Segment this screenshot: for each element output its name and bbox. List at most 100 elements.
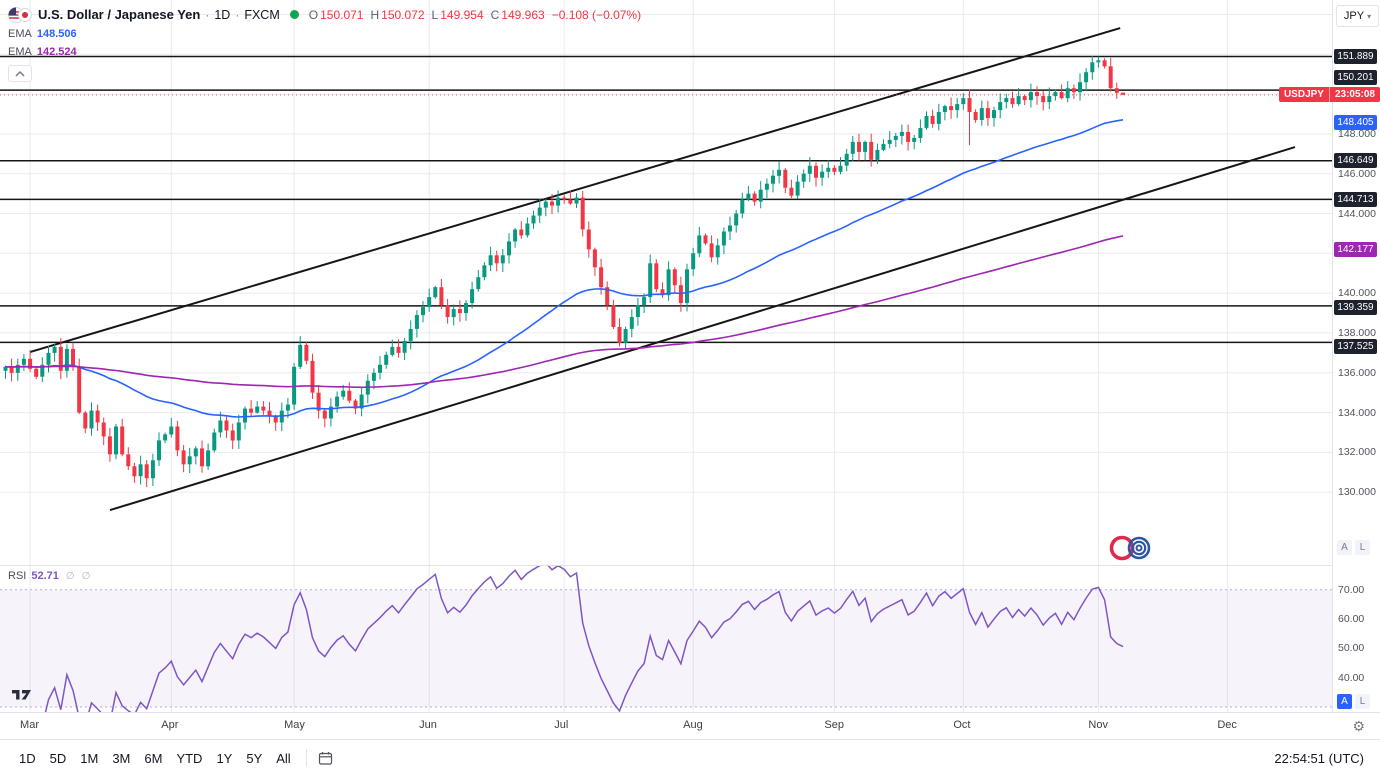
ema-legend-row[interactable]: EMA 148.506 [8, 25, 641, 42]
rsi-empty-plot-icon: ∅ [81, 570, 91, 582]
range-button-1d[interactable]: 1D [12, 748, 43, 769]
log-scale-button[interactable]: L [1355, 694, 1370, 709]
current-price-badge: USDJPY 23:05:08 [1278, 87, 1380, 103]
exchange-label[interactable]: FXCM [244, 7, 280, 22]
toolbar-divider [305, 749, 307, 767]
time-axis-label-sep: Sep [824, 719, 844, 731]
title-separator: · [205, 7, 210, 22]
price-axis-badge: 137.525 [1334, 338, 1377, 354]
rsi-legend[interactable]: RSI 52.71 ∅ ∅ [8, 570, 90, 582]
chart-legend: U.S. Dollar / Japanese Yen · 1D · FXCM O… [8, 5, 641, 82]
rsi-grid [29, 566, 1228, 712]
price-axis-badge: 150.201 [1334, 69, 1377, 85]
price-axis-label: 146.000 [1338, 167, 1376, 180]
price-axis-label: 138.000 [1338, 326, 1376, 339]
time-axis[interactable]: ⚙ Mar Apr May Jun Jul Aug Sep Oct Nov Dec [0, 712, 1380, 739]
range-button-ytd[interactable]: YTD [169, 748, 209, 769]
bar-close-countdown: 23:05:08 [1328, 87, 1380, 103]
price-axis-label: 130.000 [1338, 486, 1376, 499]
horizontal-level-lines[interactable] [0, 55, 1332, 344]
price-axis-label: 140.000 [1338, 287, 1376, 300]
grid [0, 0, 1332, 565]
price-axis-badge: 148.405 [1334, 115, 1377, 131]
main-scale-buttons: A L [1337, 540, 1370, 555]
rsi-label: RSI [8, 570, 27, 582]
bottom-toolbar: 1D 5D 1M 3M 6M YTD 1Y 5Y All 22:54:51 (UTC) [0, 739, 1380, 776]
open-value: 150.071 [320, 7, 364, 22]
timeframe-label[interactable]: 1D [214, 7, 231, 22]
rsi-scale-buttons: A L [1337, 694, 1370, 709]
price-axis-badge: 144.713 [1334, 191, 1377, 207]
go-to-date-button[interactable] [315, 747, 337, 769]
time-axis-label-may: May [284, 719, 305, 731]
price-axis-badge: 142.177 [1334, 242, 1377, 258]
high-value: 150.072 [381, 7, 425, 22]
calendar-icon [319, 751, 333, 765]
rsi-chart-canvas[interactable] [0, 566, 1332, 712]
ema-label: EMA [8, 45, 32, 58]
rsi-axis-label: 70.00 [1338, 583, 1365, 596]
ema-value: 142.524 [36, 45, 77, 58]
currency-unit-selector[interactable]: JPY ▾ [1336, 5, 1379, 27]
range-button-all[interactable]: All [269, 748, 297, 769]
auto-scale-button[interactable]: A [1337, 540, 1352, 555]
range-button-5d[interactable]: 5D [43, 748, 74, 769]
close-label: C [490, 7, 500, 22]
range-button-6m[interactable]: 6M [137, 748, 169, 769]
open-label: O [308, 7, 319, 22]
symbol-title[interactable]: U.S. Dollar / Japanese Yen [38, 7, 201, 22]
range-button-3m[interactable]: 3M [105, 748, 137, 769]
time-axis-label-oct: Oct [953, 719, 971, 731]
high-label: H [370, 7, 380, 22]
time-axis-label-dec: Dec [1217, 719, 1237, 731]
ohlc-values: O 150.071 H 150.072 L 149.954 C 149.963 −0.1… [309, 8, 641, 22]
price-axis-badge: 151.889 [1334, 49, 1377, 65]
close-value: 149.963 [501, 7, 545, 22]
fxempire-watermark-logo [1108, 533, 1154, 563]
symbol-row[interactable]: U.S. Dollar / Japanese Yen · 1D · FXCM O… [8, 5, 641, 24]
chevron-up-icon [15, 70, 25, 77]
ema-line-1 [5, 235, 1124, 389]
time-axis-label-nov: Nov [1088, 719, 1108, 731]
gear-icon[interactable]: ⚙ [1352, 718, 1365, 734]
ema-label: EMA [8, 27, 32, 40]
rsi-line [44, 566, 1124, 712]
rsi-axis-label: 50.00 [1338, 642, 1365, 655]
time-axis-label-aug: Aug [683, 719, 703, 731]
rsi-empty-plot-icon: ∅ [65, 570, 75, 582]
collapse-pane-button[interactable] [8, 65, 32, 82]
title-separator: · [235, 7, 240, 22]
auto-scale-button[interactable]: A [1337, 694, 1352, 709]
range-button-5y[interactable]: 5Y [239, 748, 269, 769]
price-axis-label: 134.000 [1338, 406, 1376, 419]
chevron-down-icon: ▾ [1367, 11, 1372, 21]
current-price-symbol: USDJPY [1278, 87, 1329, 103]
currency-pair-icon [8, 6, 32, 23]
rsi-value: 52.71 [31, 570, 59, 582]
price-axis-label: 148.000 [1338, 127, 1376, 140]
ema-legend-row[interactable]: EMA 142.524 [8, 43, 641, 60]
price-axis-label: 144.000 [1338, 207, 1376, 220]
time-axis-label-mar: Mar [20, 719, 39, 731]
price-axis-badge: 146.649 [1334, 153, 1377, 169]
log-scale-button[interactable]: L [1355, 540, 1370, 555]
rsi-axis-label: 60.00 [1338, 613, 1365, 626]
range-button-1y[interactable]: 1Y [209, 748, 239, 769]
ema-value: 148.506 [36, 27, 77, 40]
utc-clock[interactable]: 22:54:51 (UTC) [1274, 750, 1364, 766]
price-axis[interactable]: JPY ▾ A L A L 148.000 146.000 144.000 140.0… [1332, 0, 1380, 712]
ema-line-0 [5, 119, 1124, 418]
range-button-1m[interactable]: 1M [73, 748, 105, 769]
low-value: 149.954 [440, 7, 484, 22]
main-chart-canvas[interactable] [0, 0, 1332, 565]
price-axis-label: 132.000 [1338, 446, 1376, 459]
trend-channel-lines[interactable] [29, 27, 1296, 512]
price-axis-label: 136.000 [1338, 366, 1376, 379]
time-axis-label-jun: Jun [419, 719, 437, 731]
price-axis-badge: 139.359 [1334, 300, 1377, 316]
rsi-indicator-pane: RSI 52.71 ∅ ∅ [0, 565, 1332, 712]
tradingview-logo[interactable] [12, 687, 36, 702]
time-axis-label-jul: Jul [554, 719, 569, 731]
change-value: −0.108 (−0.07%) [551, 7, 642, 22]
